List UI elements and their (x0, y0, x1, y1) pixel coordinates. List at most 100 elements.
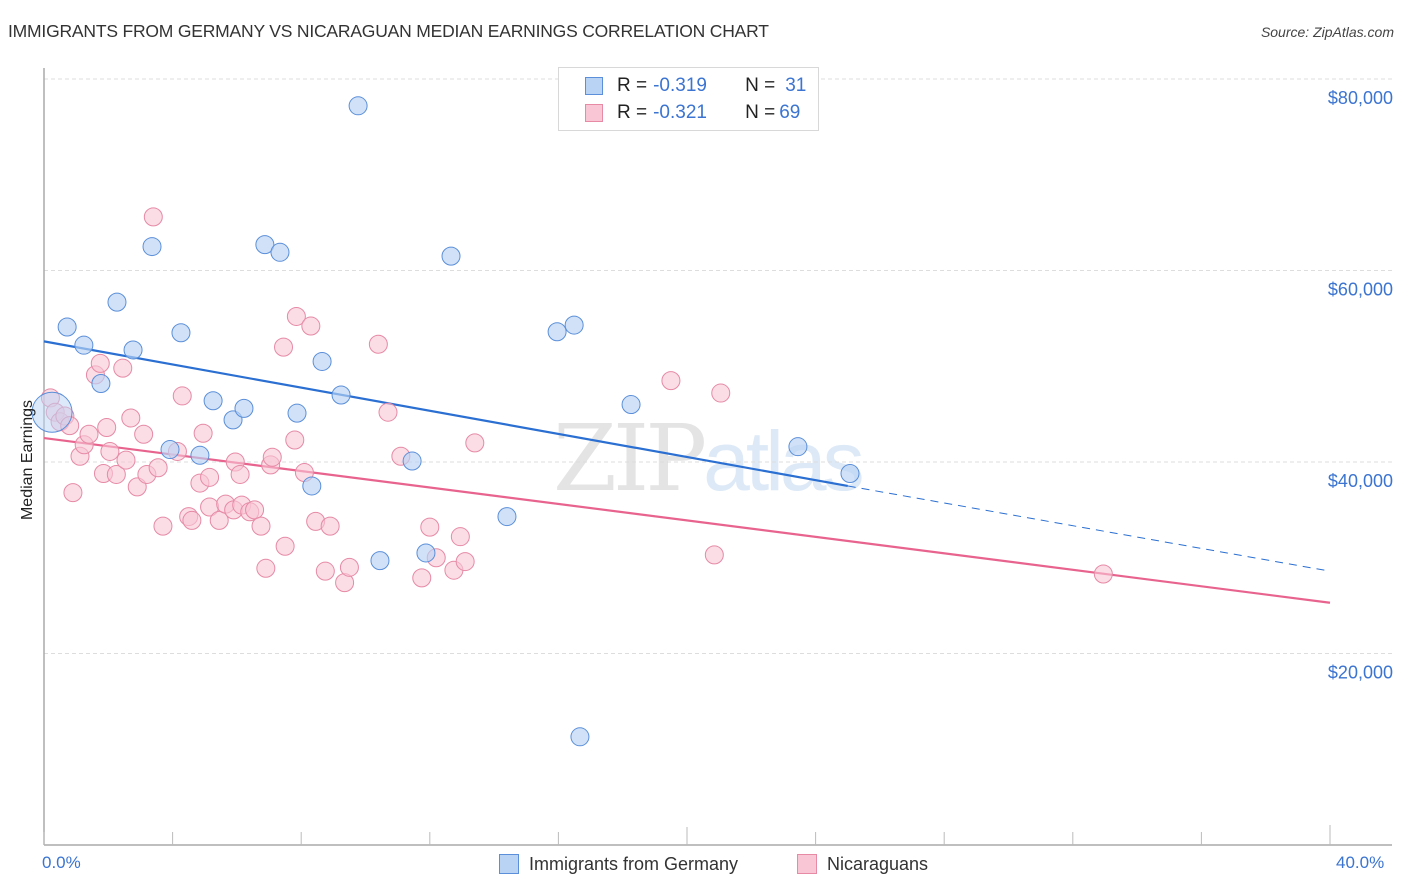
point-nicaraguans (153, 516, 173, 536)
point-germany (255, 235, 275, 255)
point-nicaraguans (79, 424, 99, 444)
x-tick-label-min: 0.0% (42, 853, 81, 872)
point-germany (234, 398, 254, 418)
y-tick-label: $20,000 (1328, 663, 1393, 683)
legend-item-germany[interactable]: Immigrants from Germany (499, 852, 738, 876)
point-nicaraguans (100, 441, 120, 461)
trend-line-nicaraguans (43, 436, 1331, 604)
r-label: R = (617, 75, 648, 96)
point-germany (270, 242, 290, 262)
point-germany (331, 385, 351, 405)
germany-swatch (585, 77, 603, 95)
point-nicaraguans (245, 500, 265, 520)
point-nicaraguans (320, 516, 340, 536)
point-germany (190, 445, 210, 465)
point-germany (570, 727, 590, 747)
point-nicaraguans (661, 371, 681, 391)
point-germany (203, 391, 223, 411)
point-nicaraguans (90, 353, 110, 373)
point-nicaraguans (116, 450, 136, 470)
data-points (31, 96, 1113, 747)
point-nicaraguans (230, 464, 250, 484)
y-tick-label: $60,000 (1328, 280, 1393, 300)
legend-item-nicaraguans[interactable]: Nicaraguans (797, 852, 928, 876)
point-germany (57, 317, 77, 337)
point-nicaraguans (378, 402, 398, 422)
point-germany (107, 292, 127, 312)
point-nicaraguans (134, 424, 154, 444)
r-value: -0.321 (653, 102, 707, 123)
point-germany (441, 246, 461, 266)
point-germany (31, 391, 73, 433)
point-germany (91, 373, 111, 393)
point-germany (142, 237, 162, 257)
trend-line-germany (43, 340, 848, 488)
point-germany (621, 395, 641, 415)
point-nicaraguans (262, 447, 282, 467)
point-germany (497, 507, 517, 527)
point-nicaraguans (172, 386, 192, 406)
n-value: 69 (779, 102, 801, 123)
chart-title: IMMIGRANTS FROM GERMANY VS NICARAGUAN ME… (8, 21, 769, 41)
y-tick-label: $40,000 (1328, 471, 1393, 491)
point-nicaraguans (251, 516, 271, 536)
point-nicaraguans (148, 458, 168, 478)
point-germany (402, 451, 422, 471)
germany-legend-swatch (499, 854, 519, 874)
point-germany (74, 335, 94, 355)
point-germany (370, 551, 390, 571)
point-nicaraguans (63, 483, 83, 503)
point-nicaraguans (315, 561, 335, 581)
point-nicaraguans (412, 568, 432, 588)
point-germany (302, 476, 322, 496)
point-germany (348, 96, 368, 116)
stats-row-nicaraguans: R = -0.321 N = 69 (585, 101, 800, 125)
point-germany (788, 437, 808, 457)
nicaraguans-swatch (585, 104, 603, 122)
point-nicaraguans (113, 358, 133, 378)
n-label: N = (745, 75, 776, 96)
point-nicaraguans (200, 467, 220, 487)
point-nicaraguans (275, 536, 295, 556)
point-nicaraguans (450, 527, 470, 547)
point-nicaraguans (368, 334, 388, 354)
point-nicaraguans (182, 510, 202, 530)
trend-lines (43, 340, 1331, 604)
point-nicaraguans (465, 433, 485, 453)
trend-line-germany-extrapolated (847, 485, 1331, 572)
point-nicaraguans (143, 207, 163, 227)
point-germany (160, 440, 180, 460)
point-nicaraguans (97, 418, 117, 438)
n-value: 31 (785, 75, 807, 96)
point-nicaraguans (286, 306, 306, 326)
stats-legend: R = -0.319 N = 31 R = -0.321 N = 69 (558, 67, 819, 131)
source-label: Source: ZipAtlas.com (1260, 24, 1394, 40)
point-nicaraguans (420, 517, 440, 537)
point-nicaraguans (256, 558, 276, 578)
point-germany (123, 340, 143, 360)
r-label: R = (617, 102, 648, 123)
r-value: -0.319 (653, 75, 707, 96)
axes: $20,000 $40,000 $60,000 $80,000 (43, 68, 1393, 846)
grid-lines (44, 78, 1392, 654)
y-tick-label: $80,000 (1328, 88, 1393, 108)
point-nicaraguans (301, 316, 321, 336)
point-nicaraguans (274, 337, 294, 357)
point-nicaraguans (193, 423, 213, 443)
point-nicaraguans (1093, 564, 1113, 584)
point-nicaraguans (209, 510, 229, 530)
point-germany (171, 323, 191, 343)
point-nicaraguans (704, 545, 724, 565)
point-germany (416, 543, 436, 563)
point-nicaraguans (121, 408, 141, 428)
point-germany (312, 351, 332, 371)
point-germany (287, 403, 307, 423)
point-germany (564, 315, 584, 335)
point-nicaraguans (106, 464, 126, 484)
point-nicaraguans (711, 383, 731, 403)
legend-label-germany: Immigrants from Germany (529, 853, 739, 874)
stats-row-germany: R = -0.319 N = 31 (585, 74, 806, 98)
point-nicaraguans (285, 430, 305, 450)
x-tick-label-max: 40.0% (1336, 853, 1385, 872)
